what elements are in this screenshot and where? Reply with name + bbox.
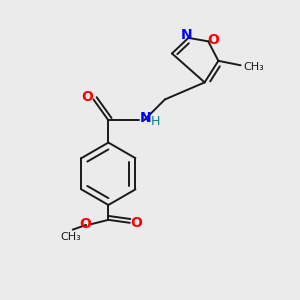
Text: O: O	[81, 89, 93, 103]
Text: CH₃: CH₃	[243, 62, 264, 72]
Text: H: H	[151, 115, 160, 128]
Text: N: N	[181, 28, 193, 43]
Text: O: O	[79, 217, 91, 231]
Text: CH₃: CH₃	[61, 232, 82, 242]
Text: O: O	[208, 33, 220, 47]
Text: N: N	[140, 111, 152, 125]
Text: O: O	[130, 216, 142, 230]
